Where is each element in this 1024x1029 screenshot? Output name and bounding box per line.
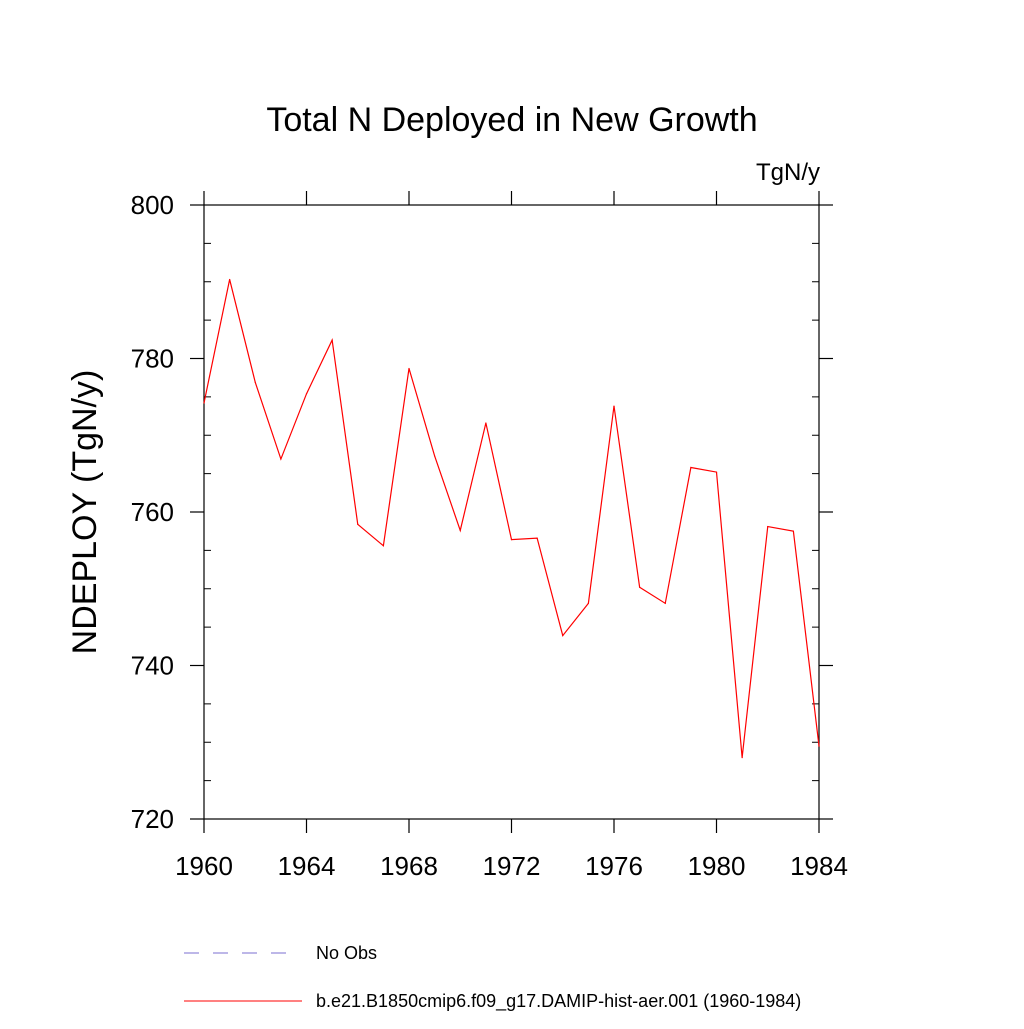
data-point	[331, 339, 333, 341]
data-point	[792, 530, 794, 532]
data-point	[305, 393, 308, 395]
data-point	[203, 402, 205, 404]
data-point	[690, 466, 692, 469]
data-point	[459, 529, 461, 532]
data-point	[229, 278, 231, 281]
data-point	[562, 634, 564, 637]
data-point	[254, 381, 256, 383]
legend-label: No Obs	[316, 943, 377, 963]
data-point	[510, 539, 513, 541]
data-point	[382, 545, 384, 547]
y-tick-label: 720	[131, 804, 174, 834]
series-layer	[203, 278, 820, 759]
legend-label: b.e21.B1850cmip6.f09_g17.DAMIP-hist-aer.…	[316, 991, 801, 1012]
data-point	[613, 405, 615, 407]
data-point	[715, 471, 718, 473]
x-tick-label: 1984	[790, 851, 848, 881]
units-label: TgN/y	[756, 159, 820, 186]
y-tick-label: 780	[131, 344, 174, 374]
x-tick-label: 1968	[380, 851, 438, 881]
data-point	[639, 586, 641, 588]
y-tick-label: 740	[131, 651, 174, 681]
y-tick-label: 800	[131, 190, 174, 220]
data-point	[741, 757, 743, 759]
legend: No Obs b.e21.B1850cmip6.f09_g17.DAMIP-his…	[184, 943, 801, 1012]
axis-ticks: 1960 1964 1968 1972 1976 1980 1984 720 740 760 780…	[131, 190, 848, 881]
x-tick-label: 1976	[585, 851, 643, 881]
data-point	[767, 525, 769, 528]
data-point	[664, 602, 666, 604]
data-point	[818, 745, 820, 747]
data-point	[357, 523, 359, 525]
data-point	[587, 602, 589, 604]
data-point	[408, 367, 410, 370]
x-tick-label: 1972	[483, 851, 541, 881]
y-tick-label: 760	[131, 497, 174, 527]
chart-title: Total N Deployed in New Growth	[266, 101, 757, 139]
x-tick-label: 1980	[688, 851, 746, 881]
data-point	[280, 458, 282, 460]
series-line	[203, 279, 820, 758]
plot-frame	[203, 204, 820, 820]
y-axis-label: NDEPLOY (TgN/y)	[66, 370, 104, 655]
data-point	[536, 537, 538, 539]
x-tick-label: 1960	[175, 851, 233, 881]
x-tick-label: 1964	[278, 851, 336, 881]
data-point	[434, 455, 436, 457]
data-point	[485, 422, 487, 424]
